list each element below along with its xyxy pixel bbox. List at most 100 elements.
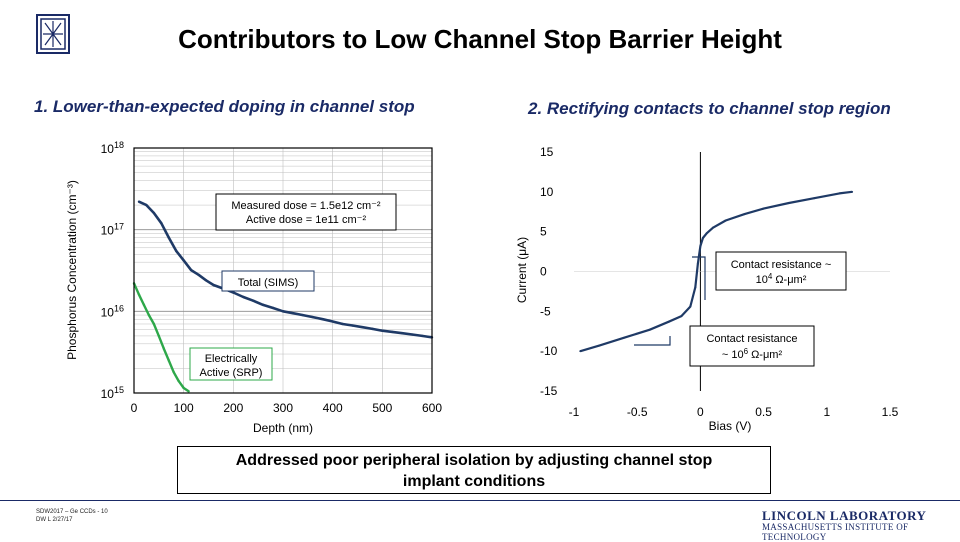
data-point-sims	[281, 310, 285, 313]
y-axis-label: Phosphorus Concentration (cm⁻³)	[65, 180, 79, 360]
dose-annotation-line1: Measured dose = 1.5e12 cm⁻²	[231, 200, 381, 212]
y-tick-label: 0	[540, 265, 547, 279]
data-point-sims	[204, 279, 208, 282]
y-tick-label: 1016	[101, 303, 124, 319]
x-tick-label: 1	[823, 405, 830, 419]
data-point-sims	[189, 268, 193, 272]
summary-line2: implant conditions	[402, 473, 546, 490]
data-point-iv	[787, 201, 790, 204]
footer-line2: DW L 2/27/17	[36, 517, 73, 523]
data-point-srp	[152, 322, 156, 326]
data-point-sims	[291, 311, 295, 315]
data-point-sims	[331, 320, 334, 323]
lab-subtitle: MASSACHUSETTS INSTITUTE OF TECHNOLOGY	[762, 522, 909, 542]
y-tick-labels: 1015 1016 1017 1018	[101, 140, 124, 401]
y-axis-label: Current (μA)	[515, 237, 529, 303]
data-point-iv	[694, 286, 697, 289]
data-point-iv	[724, 219, 727, 222]
data-point-iv	[648, 328, 651, 331]
dose-annotation-box	[215, 193, 397, 231]
y-tick-label: -10	[540, 344, 558, 358]
data-point-sims	[242, 295, 245, 299]
data-point-sims	[401, 331, 404, 335]
summary-line1: Addressed poor peripheral isolation by a…	[235, 452, 713, 469]
forward-annotation-box	[715, 251, 847, 291]
x-tick-label: 100	[174, 401, 194, 415]
data-point-srp	[172, 370, 175, 374]
footer-meta: SDW2017 – Ge CCDs - 10 DW L 2/27/17	[36, 508, 108, 524]
data-point-sims	[311, 315, 314, 319]
data-point-iv	[838, 192, 841, 195]
reverse-annotation-box	[689, 325, 815, 367]
data-point-iv	[667, 320, 670, 323]
data-point-sims	[301, 313, 305, 317]
data-point-iv	[813, 197, 816, 200]
data-point-sims	[391, 330, 394, 334]
data-point-iv	[712, 226, 715, 229]
data-point-sims	[271, 306, 275, 310]
summary-callout: Addressed poor peripheral isolation by a…	[177, 446, 771, 494]
data-point-srp	[137, 293, 141, 296]
data-point-sims	[371, 327, 374, 331]
data-point-iv	[851, 190, 854, 193]
dose-annotation-line2: Active dose = 1e11 cm⁻²	[246, 214, 367, 226]
x-tick-label: 400	[323, 401, 343, 415]
y-tick-label: 15	[540, 145, 554, 159]
footer-divider	[0, 500, 960, 501]
x-axis-label: Depth (nm)	[253, 421, 313, 435]
data-point-sims	[321, 318, 324, 321]
sims-label-box	[221, 270, 315, 292]
x-axis-label: Bias (V)	[709, 419, 752, 433]
data-point-sims	[381, 329, 384, 332]
data-point-sims	[167, 236, 170, 239]
data-point-sims	[420, 334, 424, 338]
page-title: Contributors to Low Channel Stop Barrier…	[178, 24, 782, 54]
x-tick-label: 0.5	[755, 405, 772, 419]
y-tick-label: 5	[540, 225, 547, 239]
data-point-iv	[623, 336, 626, 339]
x-tick-labels: 0 100 200 300 400 500 600	[131, 401, 443, 415]
srp-label-box	[189, 347, 273, 381]
series-layer	[579, 190, 854, 353]
x-tick-label: -0.5	[627, 405, 648, 419]
data-point-sims	[252, 299, 255, 302]
data-point-sims	[197, 273, 200, 277]
series-line-iv	[579, 190, 853, 353]
x-tick-label: 300	[273, 401, 293, 415]
reverse-annotation-line2: ~ 106 Ω-μm²	[722, 347, 783, 361]
data-point-sims	[361, 325, 364, 329]
data-point-iv	[579, 350, 582, 353]
footer-line1: SDW2017 – Ge CCDs - 10	[36, 509, 108, 515]
data-point-iv	[689, 305, 692, 308]
lab-name: LINCOLN LABORATORY	[762, 508, 927, 523]
data-point-sims	[261, 303, 265, 307]
y-tick-labels: -15 -10 -5 0 5 10 15	[540, 145, 558, 398]
y-tick-label: 10	[540, 185, 554, 199]
data-point-sims	[341, 322, 344, 326]
data-point-iv	[699, 245, 702, 248]
data-point-iv	[743, 213, 746, 216]
y-tick-label: -5	[540, 304, 551, 318]
forward-annotation-line1: Contact resistance ~	[731, 259, 832, 271]
data-point-sims	[212, 283, 215, 287]
data-point-sims	[410, 333, 414, 336]
data-point-sims	[175, 249, 178, 253]
data-point-srp	[157, 334, 161, 338]
y-tick-label: 1018	[101, 140, 124, 156]
sims-label: Total (SIMS)	[238, 277, 299, 289]
data-point-sims	[351, 324, 354, 327]
data-point-srp	[162, 347, 165, 350]
x-tick-label: 200	[223, 401, 243, 415]
data-point-sims	[137, 200, 141, 203]
series-layer	[132, 200, 434, 393]
reverse-bracket	[634, 336, 671, 346]
reverse-annotation-line1: Contact resistance	[706, 333, 797, 345]
data-point-sims	[160, 222, 163, 225]
data-point-sims	[182, 259, 185, 262]
y-tick-label: 1017	[101, 222, 124, 238]
y-tick-label: 1015	[101, 385, 124, 401]
data-point-iv	[705, 232, 708, 235]
plot-frame	[133, 147, 433, 394]
